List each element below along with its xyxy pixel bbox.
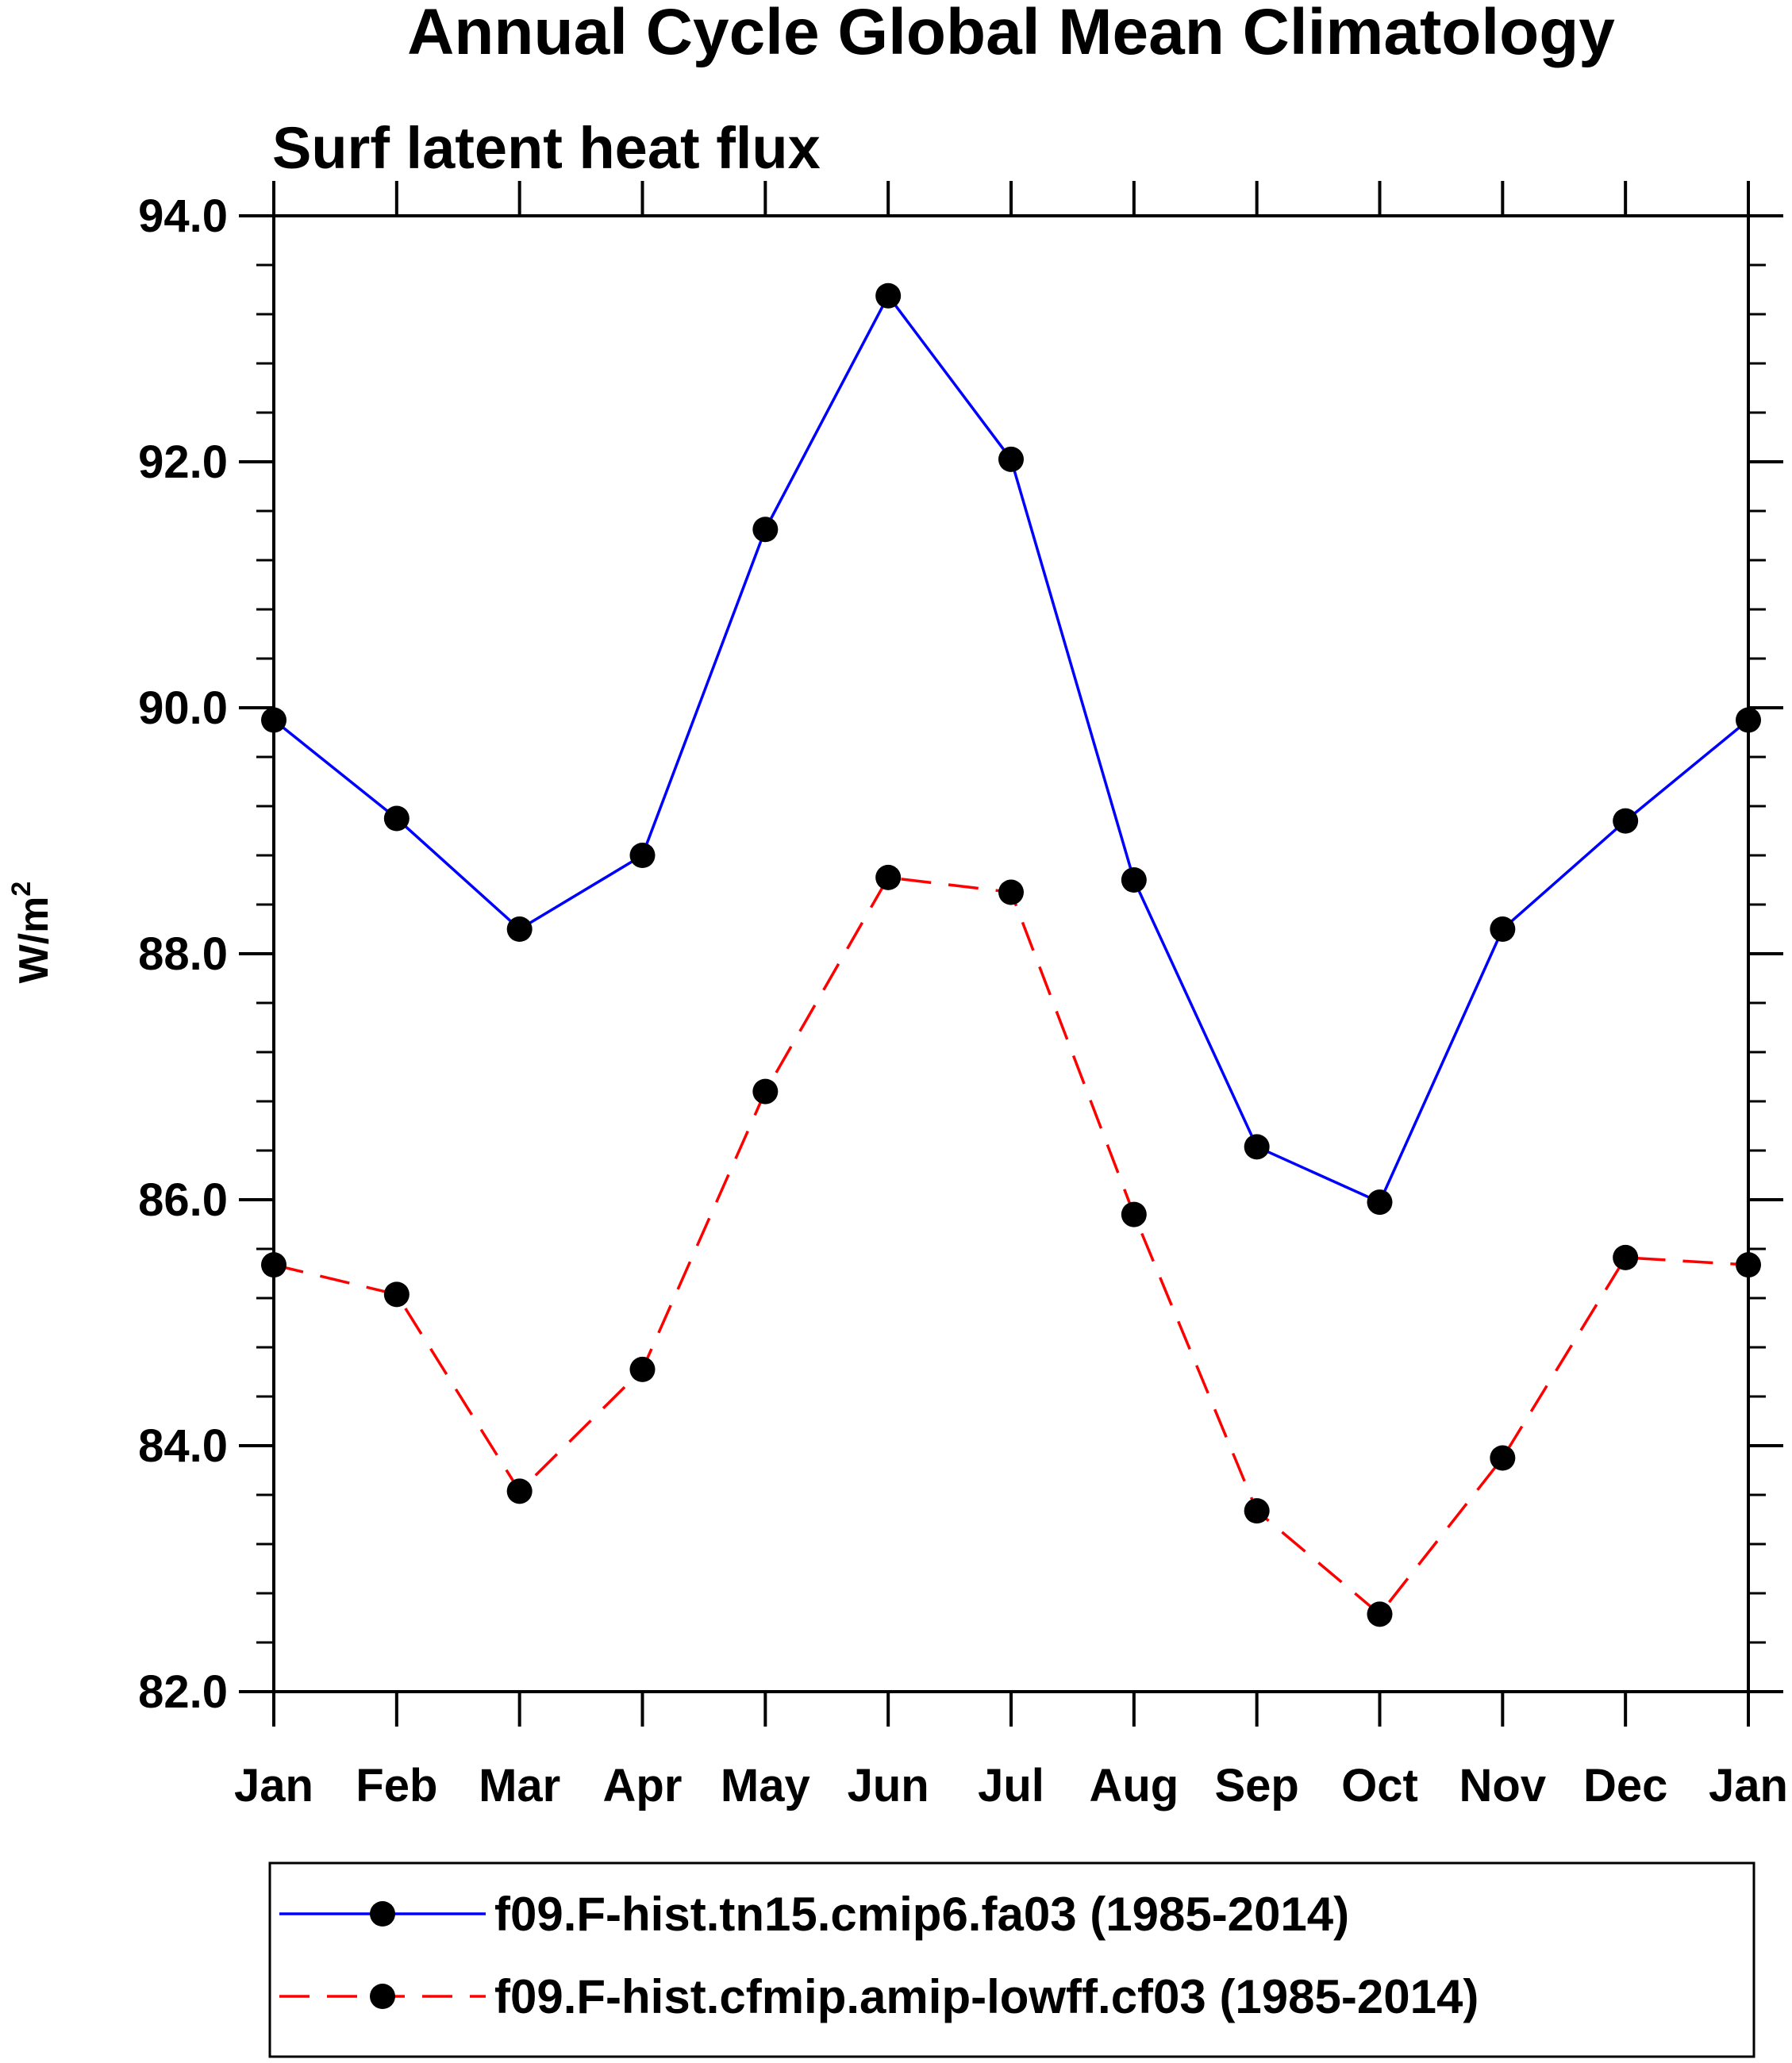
- axes-layer: 82.0 84.0 86.0 88.0 90.0 92.0 94.0 Jan Feb Mar Apr…: [138, 181, 1788, 1811]
- y-tick-label: 86.0: [138, 1174, 228, 1226]
- legend-label: f09.F-hist.cfmip.amip-lowff.cf03 (1985-2…: [494, 1970, 1479, 2023]
- data-point: [383, 1281, 410, 1308]
- data-point: [1613, 808, 1639, 834]
- x-tick-label: Feb: [356, 1760, 437, 1811]
- data-point: [752, 517, 779, 543]
- x-tick-label: Oct: [1341, 1760, 1418, 1811]
- data-point: [752, 1078, 779, 1104]
- chart-subtitle: Surf latent heat flux: [272, 115, 821, 181]
- x-tick-label: Jul: [978, 1760, 1044, 1811]
- series-line: [273, 876, 1749, 1616]
- series-layer: [261, 282, 1761, 1627]
- data-point: [875, 864, 902, 890]
- data-point: [1367, 1189, 1393, 1216]
- x-tick-label: Apr: [603, 1760, 683, 1811]
- x-tick-label: Jan: [234, 1760, 313, 1811]
- data-point: [1244, 1498, 1270, 1524]
- data-point: [506, 916, 533, 942]
- legend-swatch-marker: [370, 1984, 395, 2009]
- x-tick-label: May: [721, 1760, 810, 1811]
- y-axis-label: W/m2: [6, 882, 57, 984]
- data-point: [261, 707, 286, 733]
- data-point: [1121, 1201, 1147, 1227]
- data-point: [1244, 1134, 1270, 1160]
- plot-frame: [272, 214, 1750, 1693]
- y-tick-label: 84.0: [138, 1420, 228, 1472]
- data-point: [629, 1356, 656, 1382]
- data-point: [998, 446, 1024, 472]
- x-tick-label: Nov: [1459, 1760, 1547, 1811]
- series-line: [272, 293, 1750, 1204]
- legend-label: f09.F-hist.tn15.cmip6.fa03 (1985-2014): [494, 1888, 1349, 1941]
- y-tick-label: 90.0: [138, 682, 228, 734]
- data-point: [1490, 916, 1516, 942]
- data-point: [1367, 1601, 1393, 1627]
- x-tick-label: Jun: [848, 1760, 929, 1811]
- x-tick-label: Jan: [1709, 1760, 1788, 1811]
- x-tick-label: Aug: [1089, 1760, 1179, 1811]
- data-point: [998, 879, 1024, 905]
- y-axis-label-sup: 2: [6, 882, 37, 897]
- y-tick-label: 82.0: [138, 1666, 228, 1718]
- data-point: [383, 805, 410, 832]
- data-point: [1736, 1252, 1761, 1278]
- legend: f09.F-hist.tn15.cmip6.fa03 (1985-2014) f0…: [279, 1888, 1479, 2023]
- data-point: [1121, 867, 1147, 893]
- x-tick-label: Sep: [1214, 1760, 1298, 1811]
- data-point: [875, 282, 902, 309]
- chart-title: Annual Cycle Global Mean Climatology: [407, 0, 1615, 68]
- data-point: [506, 1478, 533, 1504]
- data-point: [629, 843, 656, 868]
- data-point: [261, 1252, 286, 1278]
- x-tick-label: Mar: [479, 1760, 560, 1811]
- data-point: [1490, 1445, 1516, 1471]
- legend-box: [268, 1861, 1755, 2058]
- data-point: [1736, 707, 1761, 733]
- y-tick-label: 92.0: [138, 436, 228, 488]
- y-axis-label-unit: W/m: [11, 897, 57, 984]
- legend-swatch-marker: [370, 1901, 395, 1927]
- y-tick-label: 94.0: [138, 190, 228, 242]
- y-tick-label: 88.0: [138, 928, 228, 980]
- x-tick-label: Dec: [1583, 1760, 1667, 1811]
- data-point: [1613, 1244, 1639, 1270]
